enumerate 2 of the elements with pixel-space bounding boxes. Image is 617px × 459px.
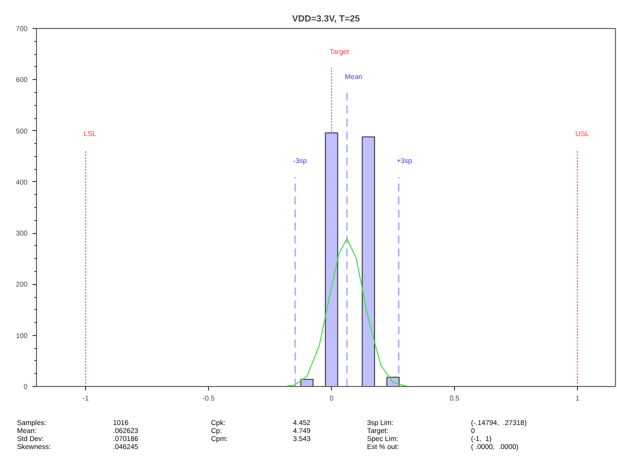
line-series bbox=[286, 238, 408, 386]
chart-title: VDD=3.3V, T=25 bbox=[292, 14, 360, 24]
